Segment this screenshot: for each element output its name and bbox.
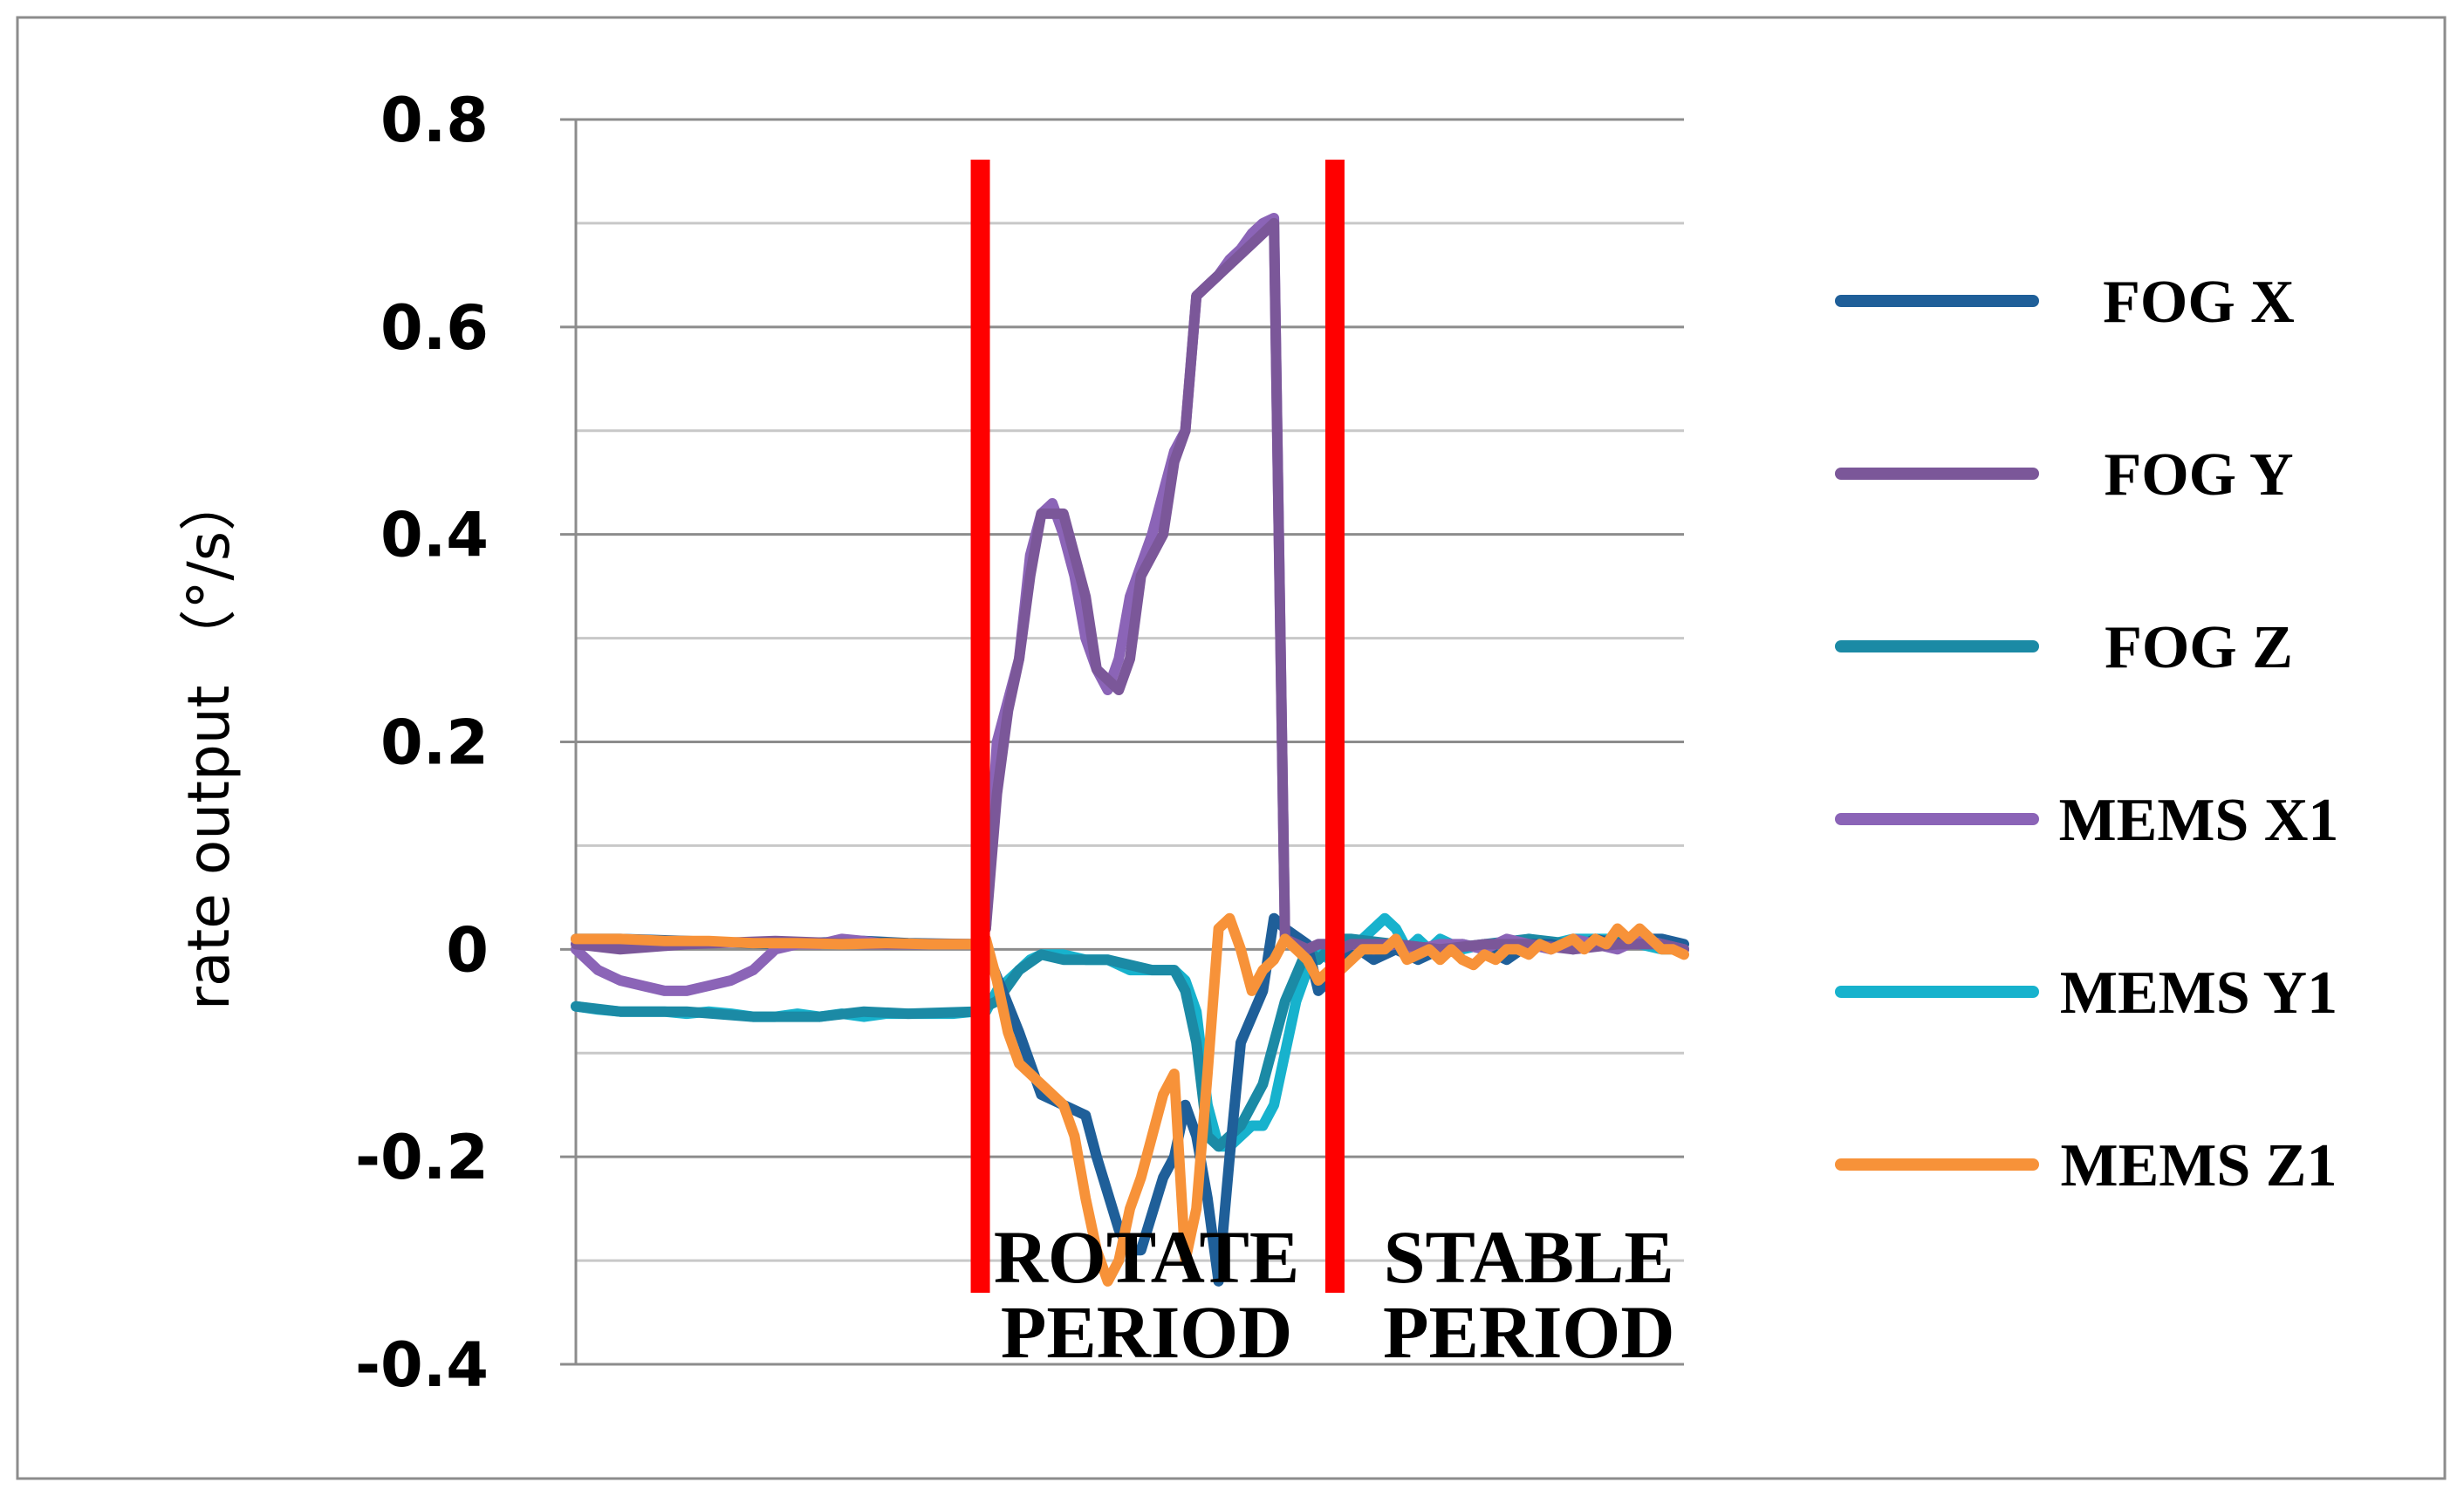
minor-gridlines	[576, 222, 1684, 1262]
legend-label: FOG Z	[2105, 614, 2293, 681]
legend-label: FOG X	[2103, 269, 2295, 336]
y-axis-title: rate output （°/s）	[175, 474, 243, 1010]
y-tick-label: -0.4	[355, 1329, 489, 1401]
y-tick-label: 0.2	[380, 707, 489, 779]
period-markers	[970, 160, 1345, 1293]
legend-label: MEMS Y1	[2060, 960, 2337, 1027]
y-tick-label: 0	[446, 914, 489, 986]
y-axis-tick-labels: 0.8 0.6 0.4 0.2 0 -0.2 -0.4	[355, 85, 489, 1401]
major-gridlines	[560, 118, 1684, 1366]
period-label-line: PERIOD	[1383, 1290, 1674, 1374]
period-label-line: PERIOD	[1001, 1290, 1292, 1374]
period-label-line: STABLE	[1384, 1215, 1674, 1299]
y-tick-label: -0.2	[355, 1122, 489, 1193]
legend-label: MEMS Z1	[2061, 1132, 2337, 1199]
legend-label: MEMS X1	[2059, 787, 2339, 854]
legend: FOG X FOG Y FOG Z MEMS X1 MEMS Y1 MEMS Z1	[1835, 269, 2339, 1199]
y-tick-label: 0.6	[380, 292, 489, 364]
series-line-mems-z1	[571, 912, 1689, 1287]
y-tick-label: 0.4	[380, 500, 489, 571]
data-series	[571, 213, 1689, 1287]
period-label-line: ROTATE	[994, 1215, 1299, 1299]
y-tick-label: 0.8	[380, 85, 489, 156]
legend-label: FOG Y	[2104, 441, 2293, 509]
